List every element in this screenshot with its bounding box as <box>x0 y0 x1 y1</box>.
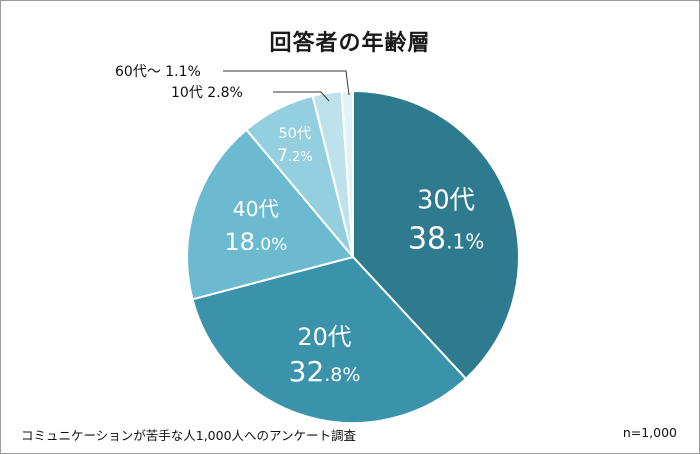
pie-slice-0 <box>352 89 520 381</box>
slice-label-1: 20代 <box>298 323 352 351</box>
slice-value-2: 18.0% <box>224 228 287 256</box>
chart-title: 回答者の年齢層 <box>269 31 431 56</box>
slice-label-2: 40代 <box>233 197 279 221</box>
survey-source-note: コミュニケーションが苦手な人1,000人へのアンケート調査 <box>21 428 357 443</box>
sample-size: n=1,000 <box>622 425 677 440</box>
leader-line-5 <box>223 70 350 96</box>
leader-line-4 <box>273 91 330 102</box>
slice-label-0: 30代 <box>417 185 475 215</box>
slice-value-3: 7.2% <box>277 146 313 166</box>
slice-value-1: 32.8% <box>289 355 361 388</box>
pie-slice-5 <box>340 89 354 258</box>
pie-slice-1 <box>191 255 468 424</box>
slice-outside-label-4: 10代 2.8% <box>171 85 243 101</box>
slice-label-3: 50代 <box>278 125 311 142</box>
slice-value-0: 38.1% <box>408 221 484 256</box>
pie-slice-2 <box>186 128 355 301</box>
slice-outside-label-5: 60代～ 1.1% <box>115 64 201 80</box>
